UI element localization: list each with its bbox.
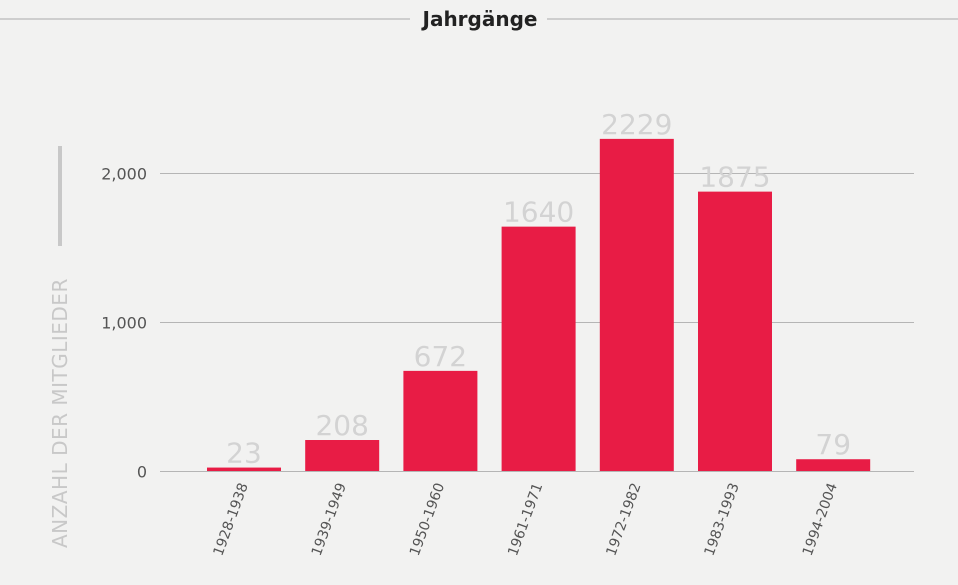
bar [305, 440, 380, 471]
bar [501, 226, 576, 471]
x-tick-label: 1983-1993 [702, 481, 743, 558]
bar [698, 191, 772, 471]
data-label: 1875 [699, 161, 770, 194]
data-label: 2229 [601, 108, 672, 141]
bar [403, 370, 478, 471]
chart-title: Jahrgänge [421, 7, 538, 31]
data-label: 672 [414, 340, 467, 373]
y-tick-label: 1,000 [101, 314, 147, 333]
y-tick-label: 0 [137, 463, 147, 482]
bar [599, 138, 674, 471]
data-label: 1640 [503, 196, 574, 229]
x-tick-label: 1950-1960 [407, 481, 448, 558]
bar [207, 467, 281, 471]
x-tick-label: 1961-1971 [505, 481, 546, 558]
data-label: 79 [815, 428, 851, 461]
data-label: 23 [226, 437, 262, 470]
y-tick-label: 2,000 [101, 165, 147, 184]
x-tick-label: 1928-1938 [211, 481, 252, 558]
y-tick-labels: 0 1,000 2,000 [101, 165, 147, 482]
bar [796, 459, 871, 471]
x-tick-label: 1972-1982 [603, 481, 644, 558]
data-labels: 23 208 672 1640 2229 1875 79 [226, 108, 851, 470]
x-tick-label: 1994-2004 [800, 481, 841, 558]
y-axis-label: ANZAHL DER MITGLIEDER [48, 278, 72, 548]
x-tick-label: 1939-1949 [309, 481, 350, 558]
data-label: 208 [315, 409, 368, 442]
x-tick-labels: 1928-1938 1939-1949 1950-1960 1961-1971 1972… [211, 481, 841, 558]
bars [207, 138, 871, 471]
